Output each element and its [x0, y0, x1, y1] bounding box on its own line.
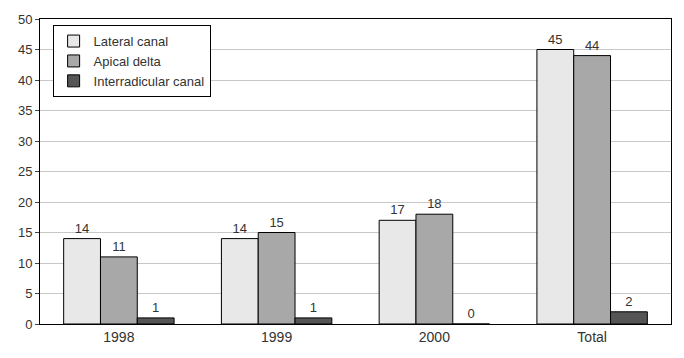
svg-text:17: 17	[390, 202, 404, 217]
svg-text:1998: 1998	[103, 329, 134, 345]
svg-text:25: 25	[18, 164, 32, 179]
svg-text:20: 20	[18, 195, 32, 210]
svg-text:Apical delta: Apical delta	[94, 54, 162, 69]
svg-text:1: 1	[152, 300, 159, 315]
svg-text:35: 35	[18, 103, 32, 118]
svg-text:15: 15	[18, 225, 32, 240]
svg-text:15: 15	[269, 215, 283, 230]
svg-text:18: 18	[427, 196, 441, 211]
svg-text:1999: 1999	[261, 329, 292, 345]
svg-text:45: 45	[548, 32, 562, 47]
svg-text:0: 0	[468, 306, 475, 321]
svg-text:2000: 2000	[419, 329, 450, 345]
svg-text:45: 45	[18, 42, 32, 57]
svg-text:Lateral canal: Lateral canal	[94, 34, 169, 49]
svg-text:14: 14	[75, 221, 89, 236]
svg-text:10: 10	[18, 256, 32, 271]
svg-text:0: 0	[25, 317, 32, 332]
svg-text:30: 30	[18, 134, 32, 149]
svg-text:Total: Total	[577, 329, 607, 345]
svg-text:14: 14	[233, 221, 247, 236]
svg-text:11: 11	[112, 239, 126, 254]
svg-text:Interradicular canal: Interradicular canal	[94, 74, 205, 89]
svg-text:5: 5	[25, 286, 32, 301]
svg-text:44: 44	[585, 38, 599, 53]
svg-text:50: 50	[18, 12, 32, 27]
svg-text:1: 1	[310, 300, 317, 315]
svg-text:40: 40	[18, 73, 32, 88]
svg-text:2: 2	[625, 294, 632, 309]
